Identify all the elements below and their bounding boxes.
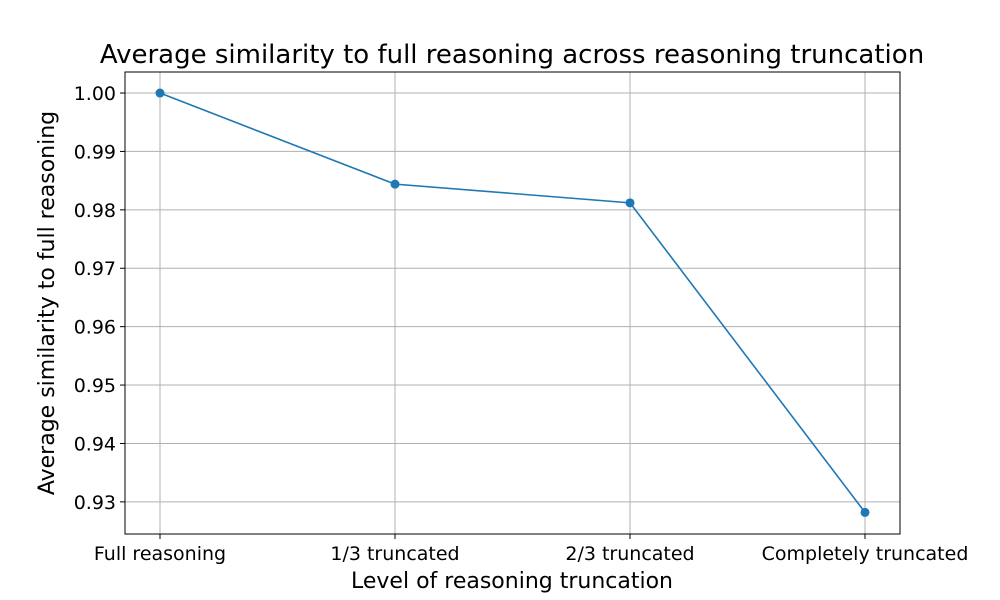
x-tick-label: 1/3 truncated (330, 543, 459, 565)
y-axis-ticks: 0.93 0.94 0.95 0.96 0.97 0.98 0.99 1.00 (74, 83, 125, 514)
y-tick-label: 0.95 (74, 375, 116, 397)
y-tick-label: 0.94 (74, 433, 116, 455)
data-point (860, 507, 870, 517)
series-line (159, 92, 866, 513)
y-tick-label: 0.99 (74, 141, 116, 163)
data-point (625, 198, 635, 208)
y-axis-label: Average similarity to full reasoning (35, 111, 60, 495)
x-tick-label: Completely truncated (762, 543, 969, 565)
y-tick-label: 1.00 (74, 83, 116, 105)
x-axis-label: Level of reasoning truncation (351, 569, 673, 594)
y-tick-label: 0.97 (74, 258, 116, 280)
grid (125, 72, 900, 534)
data-point (390, 179, 400, 189)
x-axis-ticks: Full reasoning 1/3 truncated 2/3 truncated… (94, 534, 968, 565)
x-tick-label: Full reasoning (94, 543, 226, 565)
data-point (155, 88, 165, 98)
y-tick-label: 0.93 (74, 492, 116, 514)
y-tick-label: 0.98 (74, 200, 116, 222)
chart-title: Average similarity to full reasoning acr… (100, 40, 924, 70)
plot-frame (124, 71, 901, 535)
y-tick-label: 0.96 (74, 317, 116, 339)
x-tick-label: 2/3 truncated (565, 543, 694, 565)
series-layer (155, 88, 870, 517)
